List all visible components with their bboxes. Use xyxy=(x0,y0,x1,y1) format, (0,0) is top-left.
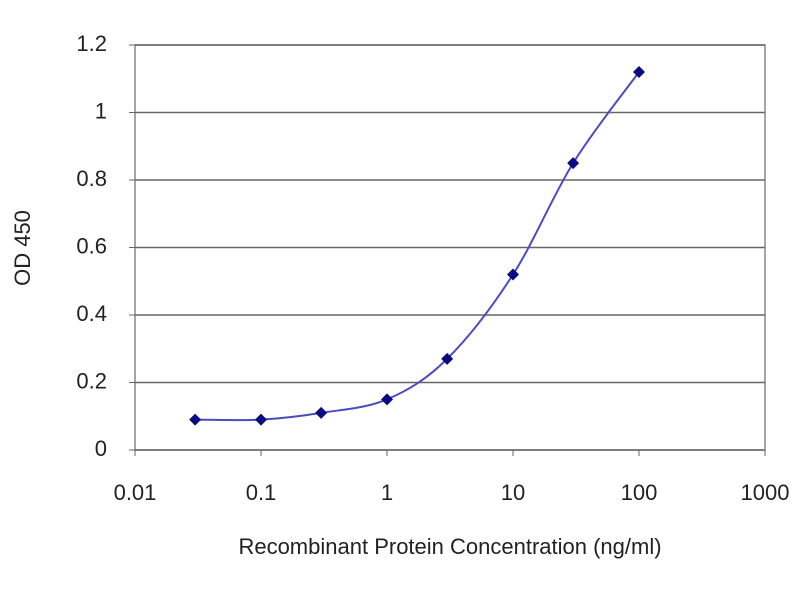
data-point xyxy=(441,352,454,365)
x-tick-label: 0.01 xyxy=(114,480,157,505)
y-tick-label: 1.2 xyxy=(76,31,107,56)
x-tick-label: 0.1 xyxy=(246,480,277,505)
data-point xyxy=(507,268,519,281)
data-point xyxy=(633,66,645,78)
y-tick-label: 0.4 xyxy=(76,301,107,326)
data-point xyxy=(567,157,580,170)
y-axis-label: OD 450 xyxy=(10,210,35,286)
y-tick-label: 0.6 xyxy=(76,233,107,258)
x-tick-label: 1 xyxy=(381,480,393,505)
x-tick-label: 1000 xyxy=(741,480,790,505)
data-point xyxy=(381,393,393,406)
data-point xyxy=(315,406,328,419)
x-axis-label: Recombinant Protein Concentration (ng/ml… xyxy=(238,534,661,559)
x-tick-label: 10 xyxy=(501,480,525,505)
data-point xyxy=(255,413,267,426)
y-tick-label: 0.8 xyxy=(76,166,107,191)
y-tick-label: 1 xyxy=(95,98,107,123)
x-tick-label: 100 xyxy=(621,480,658,505)
y-tick-label: 0 xyxy=(95,436,107,461)
y-tick-label: 0.2 xyxy=(76,368,107,393)
data-point xyxy=(189,413,202,426)
